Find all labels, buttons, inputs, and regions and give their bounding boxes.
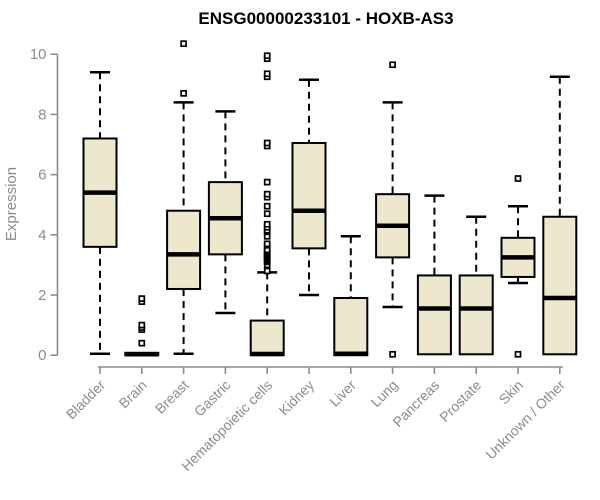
x-tick-label: Brain	[115, 377, 149, 411]
outlier-point	[514, 350, 522, 358]
box-hematopoietic-cells	[249, 319, 285, 357]
outlier-point	[263, 202, 271, 210]
outlier-point	[263, 139, 271, 147]
outlier-point	[138, 321, 146, 329]
outlier-point	[263, 178, 271, 186]
x-tick-label: Unknown / Other	[482, 377, 568, 463]
x-tick-label: Breast	[152, 377, 192, 417]
outlier-point	[263, 190, 271, 198]
outlier-point	[138, 339, 146, 347]
outlier-point	[389, 350, 396, 358]
outlier-point	[138, 295, 146, 302]
outlier-point	[389, 61, 396, 69]
y-tick-label: 8	[38, 106, 46, 123]
x-tick-label: Bladder	[63, 377, 109, 423]
outlier-point	[263, 240, 271, 248]
outlier-point	[180, 40, 187, 48]
chart-title: ENSG00000233101 - HOXB-AS3	[198, 9, 453, 28]
box-breast	[166, 209, 202, 290]
x-tick-label: Lung	[367, 377, 400, 410]
y-tick-label: 4	[38, 227, 46, 244]
box-kidney	[291, 141, 327, 250]
y-tick-label: 10	[30, 46, 47, 63]
box-prostate	[458, 274, 494, 356]
y-tick-label: 6	[38, 167, 46, 184]
y-axis-label: Expression	[3, 167, 20, 241]
y-tick-label: 2	[38, 287, 46, 304]
box-unknown-other	[542, 215, 578, 356]
outlier-point	[263, 267, 271, 275]
outlier-point	[514, 175, 522, 182]
x-tick-label: Liver	[326, 377, 359, 410]
box-pancreas	[416, 274, 452, 356]
outlier-point	[263, 210, 271, 218]
outlier-point	[180, 89, 187, 97]
outlier-point	[263, 220, 271, 228]
y-tick-label: 0	[38, 347, 46, 364]
outlier-point	[263, 52, 271, 60]
box-liver	[333, 297, 369, 357]
x-tick-label: Prostate	[436, 377, 484, 425]
x-tick-label: Kidney	[276, 377, 318, 419]
x-tick-label: Skin	[496, 377, 527, 408]
outlier-point	[263, 70, 271, 78]
